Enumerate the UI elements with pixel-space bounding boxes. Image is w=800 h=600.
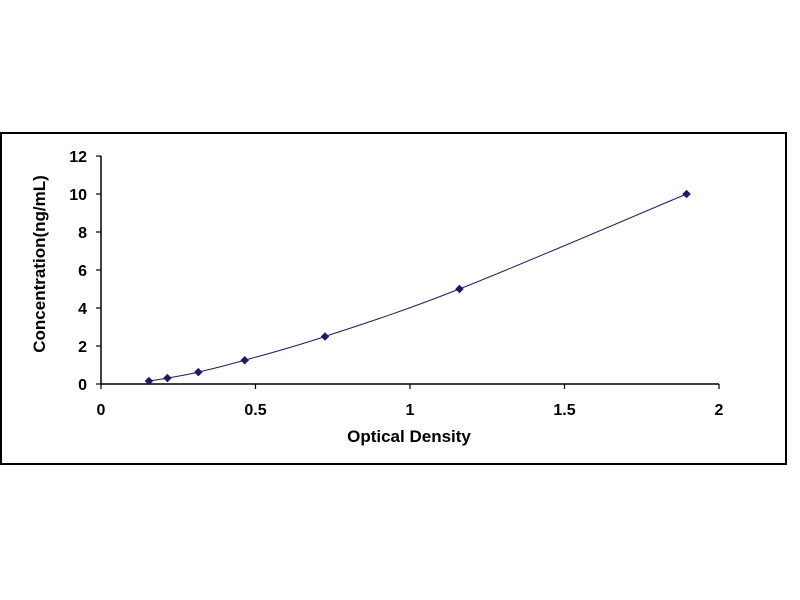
data-points <box>144 189 691 386</box>
x-axis-title: Optical Density <box>347 427 471 446</box>
x-tick-label: 0.5 <box>244 402 266 419</box>
data-point <box>193 367 203 377</box>
x-tick-label: 0 <box>97 402 106 419</box>
chart-frame <box>0 132 787 465</box>
y-tick-label: 6 <box>78 263 87 280</box>
y-tick-label: 8 <box>78 225 87 242</box>
trend-line <box>148 193 687 382</box>
data-point <box>144 376 154 386</box>
x-tick-label: 2 <box>715 402 724 419</box>
data-point <box>320 332 330 341</box>
y-tick-label: 4 <box>78 301 87 318</box>
y-axis-title: Concentration(ng/mL) <box>30 175 49 353</box>
y-tick-label: 12 <box>69 149 87 166</box>
y-tick-label: 0 <box>78 377 87 394</box>
x-tick-label: 1 <box>406 402 415 419</box>
y-tick-label: 2 <box>78 339 87 356</box>
tick-marks <box>96 155 720 389</box>
y-tick-label: 10 <box>69 187 87 204</box>
data-point <box>455 284 464 294</box>
data-point <box>163 373 172 383</box>
tick-labels: 0 2 4 6 8 10 12 0 0.5 1 1.5 2 <box>69 149 723 419</box>
x-tick-label: 1.5 <box>553 402 575 419</box>
data-point <box>240 355 250 365</box>
data-point <box>682 189 691 199</box>
axes <box>100 156 719 385</box>
